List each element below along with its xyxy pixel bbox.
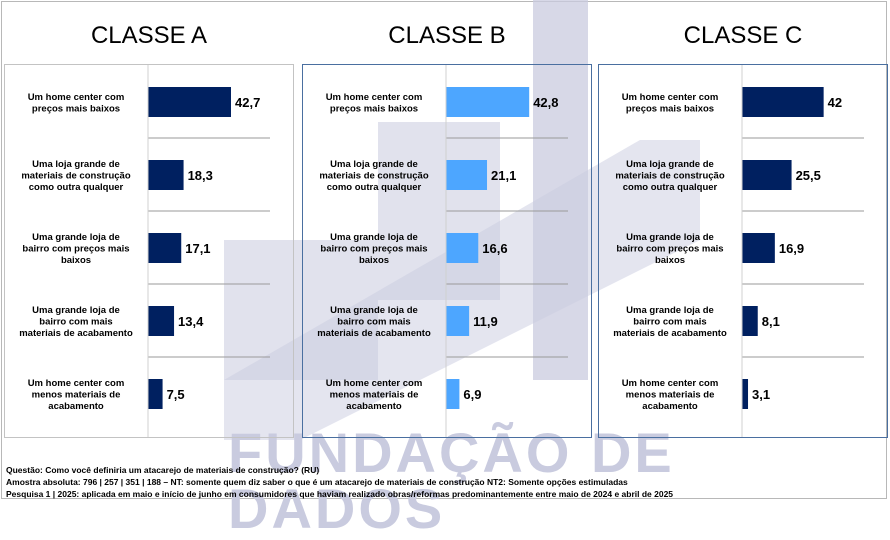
data-label-2: 25,5 <box>796 168 821 183</box>
bar-5 <box>742 379 749 409</box>
bar-4 <box>446 306 470 336</box>
data-label-1: 42 <box>828 95 842 110</box>
chart-title-classe-b: CLASSE B <box>388 22 506 49</box>
bar-5 <box>446 379 460 409</box>
bar-1 <box>446 87 530 117</box>
category-label-1: Um home center com <box>622 92 719 103</box>
category-label-3: Uma grande loja de <box>626 232 714 243</box>
category-label-5: menos materiais de <box>626 390 715 401</box>
category-label-2: Uma loja grande de <box>32 159 120 170</box>
data-label-2: 18,3 <box>188 168 213 183</box>
category-label-4: materiais de acabamento <box>19 328 133 339</box>
category-label-2: materiais de construção <box>319 171 428 182</box>
data-label-5: 6,9 <box>463 387 481 402</box>
bar-3 <box>742 233 775 263</box>
bar-4 <box>148 306 175 336</box>
footer-question: Questão: Como você definiria um atacarej… <box>6 465 320 475</box>
category-label-1: preços mais baixos <box>330 103 418 114</box>
category-label-2: como outra qualquer <box>623 182 718 193</box>
category-label-3: bairro com preços mais <box>22 244 129 255</box>
chart-panel-classe-c: 42 Um home center com preços mais baixos 25… <box>598 64 888 438</box>
category-label-1: Um home center com <box>326 92 423 103</box>
category-label-4: bairro com mais <box>633 317 706 328</box>
category-label-2: Uma loja grande de <box>626 159 714 170</box>
bar-1 <box>148 87 231 117</box>
data-label-5: 7,5 <box>167 387 185 402</box>
category-label-5: Um home center com <box>28 378 125 389</box>
data-label-2: 21,1 <box>491 168 516 183</box>
slide-frame <box>1 1 887 499</box>
category-label-4: Uma grande loja de <box>626 305 714 316</box>
category-label-4: Uma grande loja de <box>32 305 120 316</box>
category-label-5: acabamento <box>346 401 402 412</box>
category-label-1: preços mais baixos <box>32 103 120 114</box>
category-label-5: Um home center com <box>622 378 719 389</box>
footer-notes: Questão: Como você definiria um atacarej… <box>6 464 886 500</box>
footer-survey: Pesquisa 1 | 2025: aplicada em maio e in… <box>6 489 674 499</box>
category-label-4: bairro com mais <box>39 317 112 328</box>
category-label-3: baixos <box>655 255 685 266</box>
data-label-3: 17,1 <box>185 241 210 256</box>
data-label-1: 42,7 <box>235 95 260 110</box>
category-label-3: baixos <box>61 255 91 266</box>
category-label-1: preços mais baixos <box>626 103 714 114</box>
category-label-3: Uma grande loja de <box>32 232 120 243</box>
bar-3 <box>446 233 479 263</box>
category-label-2: materiais de construção <box>21 171 130 182</box>
category-label-4: bairro com mais <box>337 317 410 328</box>
footer-sample: Amostra absoluta: 796 | 257 | 351 | 188 … <box>6 477 628 487</box>
category-label-3: Uma grande loja de <box>330 232 418 243</box>
chart-title-classe-a: CLASSE A <box>90 22 208 49</box>
bar-3 <box>148 233 182 263</box>
category-label-5: acabamento <box>642 401 698 412</box>
category-label-3: bairro com preços mais <box>320 244 427 255</box>
category-label-5: menos materiais de <box>32 390 121 401</box>
category-label-4: materiais de acabamento <box>317 328 431 339</box>
data-label-4: 11,9 <box>473 314 498 329</box>
category-label-2: materiais de construção <box>615 171 724 182</box>
bar-1 <box>742 87 824 117</box>
category-label-2: Uma loja grande de <box>330 159 418 170</box>
category-label-5: Um home center com <box>326 378 423 389</box>
chart-panel-classe-a: 42,7 Um home center com preços mais baixos… <box>4 64 294 438</box>
category-label-3: bairro com preços mais <box>616 244 723 255</box>
chart-panel-classe-b: 42,8 Um home center com preços mais baixos… <box>302 64 592 438</box>
data-label-3: 16,9 <box>779 241 804 256</box>
bar-5 <box>148 379 163 409</box>
bar-2 <box>446 160 488 190</box>
category-label-4: materiais de acabamento <box>613 328 727 339</box>
category-label-5: menos materiais de <box>330 390 419 401</box>
data-label-3: 16,6 <box>482 241 507 256</box>
category-label-2: como outra qualquer <box>327 182 422 193</box>
data-label-1: 42,8 <box>533 95 558 110</box>
data-label-4: 13,4 <box>178 314 204 329</box>
category-label-4: Uma grande loja de <box>330 305 418 316</box>
category-label-2: como outra qualquer <box>29 182 124 193</box>
bar-2 <box>148 160 184 190</box>
watermark-diagonal <box>224 140 700 440</box>
chart-title-classe-c: CLASSE C <box>683 22 803 49</box>
category-label-5: acabamento <box>48 401 104 412</box>
data-label-4: 8,1 <box>762 314 780 329</box>
category-label-3: baixos <box>359 255 389 266</box>
data-label-5: 3,1 <box>752 387 770 402</box>
bar-2 <box>742 160 792 190</box>
bar-4 <box>742 306 758 336</box>
category-label-1: Um home center com <box>28 92 125 103</box>
